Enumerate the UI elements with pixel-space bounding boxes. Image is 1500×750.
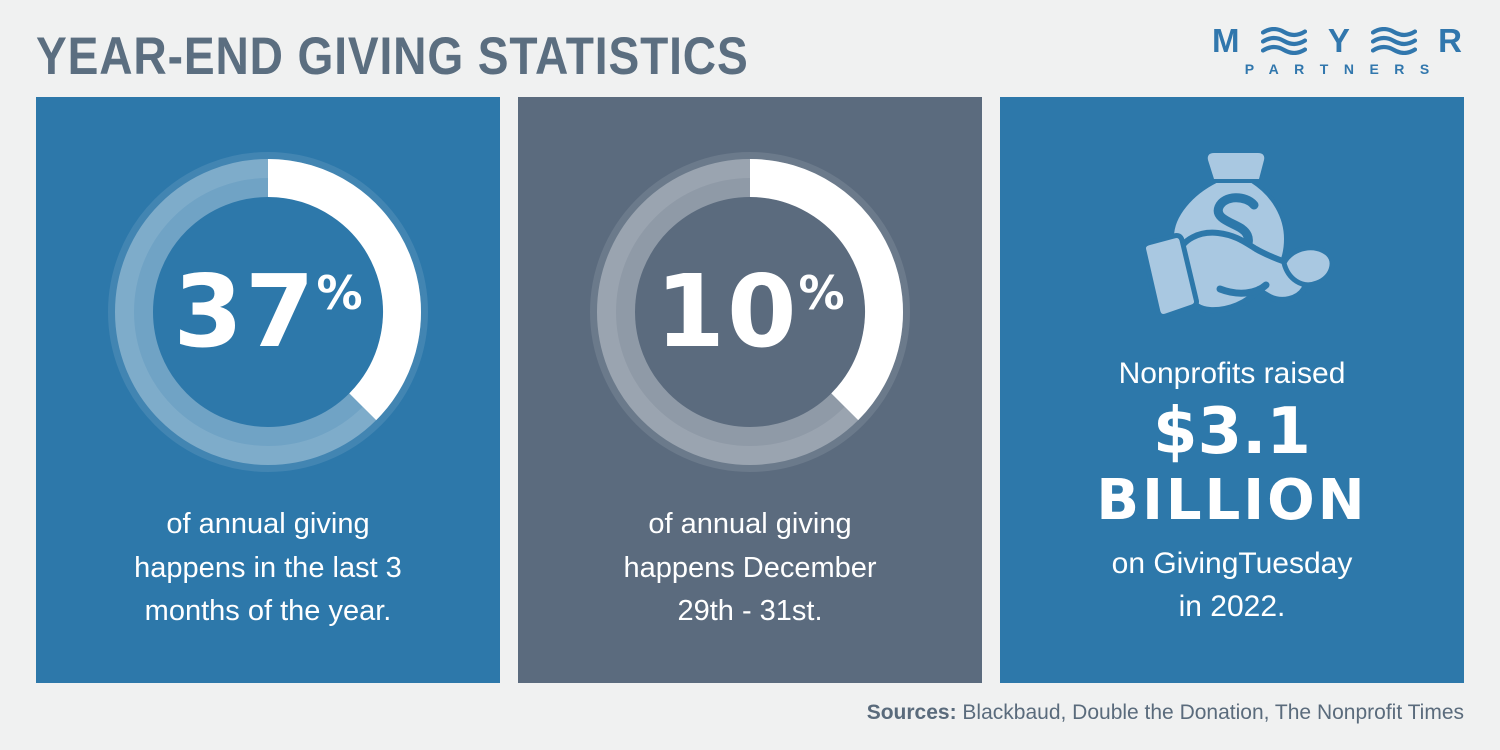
outro-line: on GivingTuesday bbox=[1111, 546, 1353, 580]
description-line: 29th - 31st. bbox=[677, 595, 823, 627]
percent-sign: % bbox=[798, 266, 845, 320]
donut-chart-37-svg bbox=[108, 152, 428, 472]
donut-chart-10-svg bbox=[590, 152, 910, 472]
logo-letter-r: R bbox=[1438, 22, 1462, 59]
logo-wordmark: M Y R bbox=[1212, 24, 1462, 57]
stat-amount: $3.1 bbox=[1153, 395, 1311, 469]
meyer-partners-logo: M Y R PARTNERS bbox=[1212, 24, 1462, 77]
description-line: of annual giving bbox=[166, 508, 370, 540]
card-description: of annual giving happens in the last 3 m… bbox=[36, 503, 500, 634]
sources-line: Sources: Blackbaud, Double the Donation,… bbox=[867, 701, 1464, 725]
triple-wave-icon bbox=[1260, 26, 1307, 55]
donut-chart-37: 37 % bbox=[103, 147, 433, 477]
description-line: months of the year. bbox=[144, 595, 392, 627]
card-description: of annual giving happens December 29th -… bbox=[518, 503, 982, 634]
hand-holding-money-bag-icon bbox=[1122, 143, 1342, 343]
sources-label: Sources: bbox=[866, 701, 957, 724]
stat-intro: Nonprofits raised bbox=[1118, 357, 1346, 390]
stat-amount-unit: BILLION bbox=[1096, 468, 1368, 534]
percent-value: 10 bbox=[655, 253, 799, 370]
donut-percent-label: 10 % bbox=[585, 147, 915, 477]
logo-subtitle: PARTNERS bbox=[1244, 61, 1445, 77]
logo-letter-y: Y bbox=[1327, 22, 1350, 59]
percent-sign: % bbox=[316, 266, 363, 320]
sources-text: Blackbaud, Double the Donation, The Nonp… bbox=[956, 701, 1464, 724]
description-line: happens December bbox=[623, 551, 877, 584]
outro-line: in 2022. bbox=[1178, 590, 1286, 624]
stat-outro: on GivingTuesday in 2022. bbox=[1000, 542, 1464, 629]
logo-letter-m: M bbox=[1212, 22, 1240, 59]
percent-value: 37 bbox=[173, 253, 317, 370]
description-line: happens in the last 3 bbox=[134, 551, 402, 584]
description-line: of annual giving bbox=[648, 508, 852, 540]
stat-cards-row: 37 % of annual giving happens in the las… bbox=[36, 97, 1464, 683]
card-december-29-31: 10 % of annual giving happens December 2… bbox=[518, 97, 982, 683]
donut-percent-label: 37 % bbox=[103, 147, 433, 477]
donut-chart-10: 10 % bbox=[585, 147, 915, 477]
page-title: YEAR-END GIVING STATISTICS bbox=[36, 27, 749, 86]
triple-wave-icon bbox=[1370, 26, 1417, 55]
card-last-3-months: 37 % of annual giving happens in the las… bbox=[36, 97, 500, 683]
card-giving-tuesday: Nonprofits raised $3.1 BILLION on Giving… bbox=[1000, 97, 1464, 683]
